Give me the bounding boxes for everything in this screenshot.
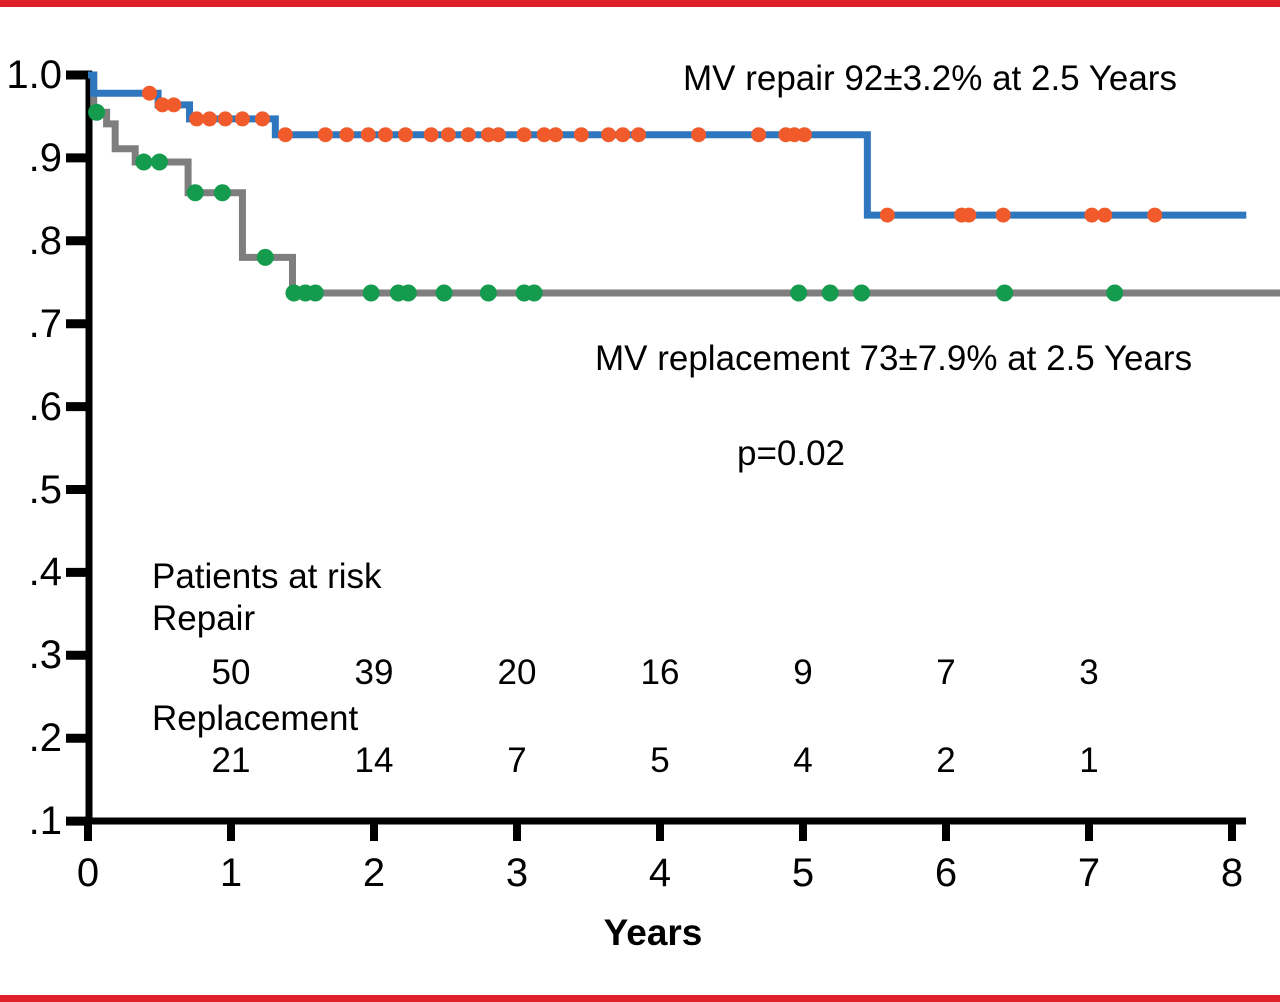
risk-count: 9	[793, 653, 813, 692]
censor-mark-mv-repair	[1084, 207, 1100, 223]
y-tick-label: .4	[28, 550, 62, 595]
censor-mark-mv-repair	[189, 111, 205, 127]
censor-mark-mv-repair	[141, 85, 157, 101]
censor-mark-mv-repair	[254, 111, 270, 127]
censor-mark-mv-repair	[573, 127, 589, 143]
censor-mark-mv-repair	[751, 127, 767, 143]
censor-mark-mv-replacement	[135, 153, 153, 171]
y-tick-label: .7	[28, 301, 62, 346]
x-tick-label: 7	[1077, 851, 1101, 895]
y-tick-label: .5	[28, 467, 62, 512]
risk-count: 20	[497, 653, 537, 692]
censor-mark-mv-repair	[796, 127, 812, 143]
risk-table-title: Patients at risk	[152, 557, 382, 596]
x-tick-label: 8	[1220, 851, 1244, 895]
censor-mark-mv-repair	[460, 127, 476, 143]
censor-mark-mv-repair	[961, 207, 977, 223]
censor-mark-mv-repair	[1147, 207, 1163, 223]
censor-mark-mv-repair	[548, 127, 564, 143]
y-tick-label: .2	[28, 716, 62, 761]
censor-mark-mv-repair	[995, 207, 1011, 223]
censor-mark-mv-repair	[631, 127, 647, 143]
risk-row-label-repair: Repair	[152, 599, 256, 638]
censor-mark-mv-repair	[166, 97, 182, 113]
censor-mark-mv-repair	[217, 111, 233, 127]
risk-count: 2	[936, 741, 956, 780]
repair-annotation: MV repair 92±3.2% at 2.5 Years	[683, 59, 1177, 98]
risk-count: 14	[354, 741, 394, 780]
risk-count: 3	[1079, 653, 1099, 692]
censor-mark-mv-repair	[490, 127, 506, 143]
censor-mark-mv-repair	[317, 127, 333, 143]
risk-count: 7	[507, 741, 527, 780]
bottom-border-bar	[0, 995, 1280, 1002]
y-tick-label: .8	[28, 218, 62, 263]
censor-mark-mv-repair	[1097, 207, 1113, 223]
censor-mark-mv-replacement	[362, 284, 380, 302]
censor-mark-mv-repair	[440, 127, 456, 143]
censor-mark-mv-repair	[615, 127, 631, 143]
censor-mark-mv-repair	[277, 127, 293, 143]
y-tick-label: .9	[28, 135, 62, 180]
censor-mark-mv-repair	[154, 97, 170, 113]
x-tick-label: 0	[76, 851, 100, 895]
x-tick-label: 5	[791, 851, 815, 895]
risk-count: 21	[211, 741, 251, 780]
censor-mark-mv-replacement	[88, 103, 106, 121]
censor-mark-mv-replacement	[821, 284, 839, 302]
censor-mark-mv-repair	[202, 111, 218, 127]
censor-mark-mv-replacement	[479, 284, 497, 302]
risk-count: 39	[354, 653, 394, 692]
x-tick-label: 2	[362, 851, 386, 895]
censor-mark-mv-repair	[516, 127, 532, 143]
x-tick-label: 3	[505, 851, 529, 895]
y-tick-label: .6	[28, 384, 62, 429]
censor-mark-mv-repair	[601, 127, 617, 143]
censor-mark-mv-replacement	[525, 284, 543, 302]
censor-mark-mv-replacement	[151, 153, 168, 171]
censor-mark-mv-repair	[879, 207, 895, 223]
risk-row-label-replacement: Replacement	[152, 699, 359, 738]
x-axis-title: Years	[603, 912, 703, 953]
x-tick-label: 1	[219, 851, 243, 895]
censor-mark-mv-repair	[339, 127, 355, 143]
censor-mark-mv-repair	[234, 111, 250, 127]
risk-count: 5	[650, 741, 670, 780]
x-tick-label: 6	[934, 851, 958, 895]
censor-mark-mv-repair	[360, 127, 376, 143]
censor-mark-mv-replacement	[435, 284, 453, 302]
censor-mark-mv-replacement	[399, 284, 417, 302]
censor-mark-mv-replacement	[256, 248, 274, 266]
censor-mark-mv-repair	[536, 127, 552, 143]
x-tick-label: 4	[648, 851, 672, 895]
censor-mark-mv-repair	[691, 127, 707, 143]
p-value-annotation: p=0.02	[737, 434, 846, 473]
y-tick-label: .1	[28, 799, 62, 844]
risk-count: 4	[793, 741, 813, 780]
censor-mark-mv-replacement	[1106, 284, 1124, 302]
censor-mark-mv-repair	[397, 127, 413, 143]
censor-mark-mv-replacement	[306, 284, 324, 302]
survival-curve-mv-repair	[88, 71, 1247, 219]
risk-count: 1	[1079, 741, 1099, 780]
censor-mark-mv-repair	[423, 127, 439, 143]
y-tick-label: 1.0	[6, 53, 62, 97]
top-border-bar	[0, 0, 1280, 7]
censor-mark-mv-replacement	[996, 284, 1014, 302]
replacement-annotation: MV replacement 73±7.9% at 2.5 Years	[595, 339, 1193, 378]
risk-count: 50	[211, 653, 251, 692]
risk-count: 16	[640, 653, 680, 692]
censor-mark-mv-replacement	[213, 184, 231, 202]
y-tick-label: .3	[28, 633, 62, 678]
censor-mark-mv-repair	[377, 127, 393, 143]
risk-count: 7	[936, 653, 956, 692]
censor-mark-mv-replacement	[186, 184, 204, 202]
censor-mark-mv-replacement	[853, 284, 871, 302]
censor-mark-mv-replacement	[790, 284, 808, 302]
